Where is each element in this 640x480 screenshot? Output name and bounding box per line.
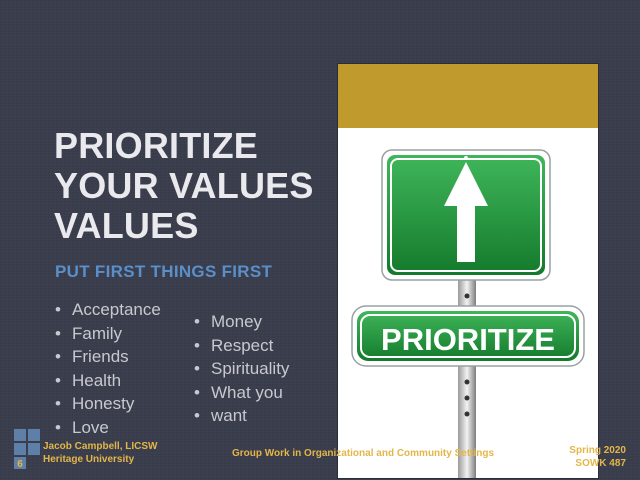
list-item: What you [194, 381, 314, 405]
title-line-1: PRIORITIZE [54, 125, 259, 166]
title-line-2: YOUR VALUES [54, 165, 314, 206]
prioritize-sign-image: PRIORITIZE [338, 64, 598, 478]
values-list-right: Money Respect Spirituality What you want [194, 310, 314, 428]
heritage-logo-icon: 6 [14, 429, 40, 469]
footer-author-block: Jacob Campbell, LICSW Heritage Universit… [43, 440, 157, 466]
footer-course-title: Group Work in Organizational and Communi… [232, 448, 495, 459]
footer-term: Spring 2020 [569, 445, 626, 456]
list-item: Spirituality [194, 357, 314, 381]
title-line-3: VALUES [54, 205, 199, 246]
footer-course-code: SOWK 487 [575, 458, 626, 469]
up-arrow-sign-icon: PRIORITIZE [351, 149, 585, 478]
list-item: Love [55, 416, 185, 440]
values-list-left: Acceptance Family Friends Health Honesty… [55, 298, 185, 439]
footer-author: Jacob Campbell, LICSW [43, 441, 158, 452]
list-item: Family [55, 322, 185, 346]
list-item: Acceptance [55, 298, 185, 322]
slide-subtitle: PUT FIRST THINGS FIRST [55, 262, 273, 281]
list-item-continued: want [194, 404, 314, 428]
footer-course-block: Spring 2020 SOWK 487 [569, 444, 626, 470]
photo-top-band [338, 64, 598, 128]
list-item: Honesty [55, 392, 185, 416]
footer-institution: Heritage University [43, 454, 135, 465]
list-item: Respect [194, 334, 314, 358]
list-item: Health [55, 369, 185, 393]
slide-number: 6 [17, 459, 23, 469]
sign-text: PRIORITIZE [381, 322, 555, 357]
slide-title: PRIORITIZE YOUR VALUES VALUES [54, 126, 324, 246]
list-item: Money [194, 310, 314, 334]
list-item: Friends [55, 345, 185, 369]
